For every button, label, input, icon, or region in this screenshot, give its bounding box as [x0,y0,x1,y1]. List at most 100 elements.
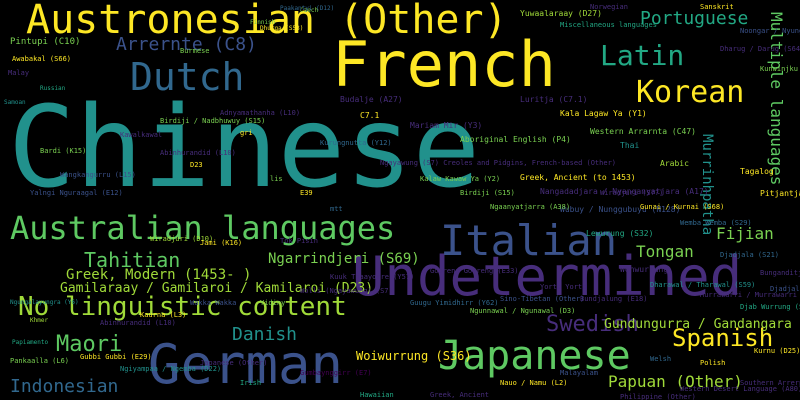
word-danish: Danish [232,324,298,345]
word-french: French [332,28,556,101]
word-nauo-namu-l2: Nauo / Namu (L2) [500,379,568,387]
word-guugu-yimidhirr-y62: Guugu Yimidhirr (Y62) [410,299,499,307]
word-jami-k16: Jami (K16) [200,239,243,247]
word-kurungnutta-y12: Kurungnutta (Y12) [320,139,392,147]
word-wiradjuri-d10: Wiradjuri (D10) [150,235,214,243]
word-nangadadjara-nyanganyatjara-a17: Nangadadjara / Nyanganyatjara (A17) [540,187,709,196]
word-kurnu-d25: Kurnu (D25) [754,347,800,355]
word-no-linguistic-content: No linguistic content [18,292,347,322]
word-abinhurandid-l10: Abinhurandid (L10) [160,149,236,157]
word-wangkangurru-l15: Wangkangurru (L15) [60,171,136,179]
word-philippine-other: Philippine (Other) [620,393,696,400]
word-undetermined: Undetermined [352,245,743,308]
word-czech: Czech [300,7,319,14]
word-lewurung-s32: Lewurung (S32) [586,229,654,238]
word-papiamento: Papiamento [12,339,49,346]
word-miscellaneous-languages: Miscellaneous languages [560,21,657,29]
word-papuan-other: Papuan (Other) [608,372,743,391]
word-maori: Maori [56,332,123,357]
word-mtt: mtt [330,205,343,213]
word-western-arrarnta-c47: Western Arrarnta (C47) [590,127,696,136]
word-murrawarri-murrawarri-d2: Murrawarri / Murrawarri (D2) [700,291,800,299]
word-abinhurandid-l10: Abinhurandid (L10) [100,319,176,327]
word-thai: Thai [620,141,640,150]
word-italian: Italian [440,216,618,265]
word-dharawal-tharawal-s59: Dharawal / Tharawal (S59) [650,281,756,289]
word-pitjantjatjara-c6: Pitjantjatjara (C6) [760,189,800,198]
word-swedish: Swedish [546,312,639,337]
word-burmese: Burmese [180,47,210,55]
word-bunganditj-s13: Bunganditj (S13) [760,269,800,277]
word-wonwurrung: Wonwurrung [620,265,669,274]
word-gundungurra-gandangara-s60: Gundungurra / Gandangara (S60) [604,317,800,332]
word-ngayawung-s7-creoles-and-pidgins-french-based-other: Ngayawung (S7) Creoles and Pidgins, Fren… [380,159,617,167]
word-chinese: Chinese [8,83,481,213]
word-tagalog: Tagalog [740,167,774,176]
word-yidiny: Yidiny [260,299,286,307]
word-kawalkawal: Kawalkawal [120,131,163,139]
word-ngaanyatjarra-a38: Ngaanyatjarra (A38) [490,203,571,211]
word-kunwinjku-n65: Kunwinjku (N65) [760,65,800,73]
word-welsh: Welsh [650,355,672,363]
word-hawaiian: Hawaiian [360,391,394,399]
word-irish: Irish [240,379,262,387]
word-arabic: Arabic [660,159,689,168]
word-lis: lis [270,175,283,183]
word-kuuk-thaayorre-y57: Kuuk Thaayorre (Y57) [330,273,415,281]
word-austronesian-other: Austronesian (Other) [26,0,508,43]
word-german: German [148,333,344,396]
word-malayalam: Malayalam [560,369,598,377]
word-indonesian: Indonesian [10,376,119,397]
word-adnyamathanha-l10: Adnyamathanha (L10) [220,109,301,117]
word-murrinhpatha: Murrinhpatha [699,134,715,236]
word-yuwaalaraay-d27: Yuwaalaraay (D27) [520,9,602,18]
word-western-desert-language-a80: Western Desert Language (A80) [680,385,800,393]
word-gamilaraay-gamilaroi-kamilaroi-d23: Gamilaraay / Gamilaroi / Kamilaroi (D23) [60,281,374,296]
word-portuguese: Portuguese [640,8,749,29]
word-kaurna-l3: Kaurna (L3) [140,311,187,319]
word-dhurga-s53: Dhurga (S53) [260,25,304,32]
word-yalngi-nguraagal-e12: Yalngi Nguraagal (E12) [30,189,123,197]
word-djadjala-s21: Djadjala (S21) [720,251,780,259]
word-budalje-a27: Budalje (A27) [340,95,403,104]
word-c7-1: C7.1 [360,111,380,120]
word-tahitian: Tahitian [84,248,181,272]
word-tongan: Tongan [636,242,694,261]
word-finnish: Finnish [250,19,276,26]
word-malay: Malay [8,69,30,77]
word-fijian: Fijian [716,224,774,243]
word-woiwurrung-s36: Woiwurrung (S36) [356,349,472,363]
word-d23: D23 [190,161,203,169]
word-arrernte-c8: Arrernte (C8) [116,34,257,55]
word-southern-arrernte-c4: Southern Arrernte (C4) [740,379,800,387]
word-ngungalayungra-y6: Ngungalayungra (Y6) [10,299,79,306]
word-gubbi-gubbi-e29: Gubbi Gubbi (E29) [80,353,152,361]
word-greek-ancient-to-1453: Greek, Ancient (to 1453) [520,173,636,182]
word-wiradjuri-s: Wiradjuri (S??) [600,189,664,197]
word-yorta-yorta: Yorta Yorta [540,283,587,291]
word-mariam-mir-y3: Mariam Mir (Y3) [410,121,483,130]
word-bundjalung-e18: Bundjalung (E18) [580,295,648,303]
word-gri: gri [240,129,253,137]
word-samoan: Samoan [4,99,26,106]
word-djadjala: Djadjala [770,285,800,293]
word-noongar-nyungar-w41: Noongar / Nyungar (W41) [740,27,800,35]
word-multiple-languages: Multiple languages [767,12,786,186]
word-sino-tibetan-other: Sino-Tibetan (Other) [500,295,585,303]
word-wubuy-nunggubuyu-n128: Wubuy / Nunggubuyu (N128) [560,205,681,214]
word-ngunnawal-ngunawal-d3: Ngunnawal / Ngunawal (D3) [470,307,576,315]
word-russian: Russian [40,85,66,92]
word-wemba-wemba-s29: Wemba Wemba (S29) [680,219,752,227]
word-bardi-k15: Bardi (K15) [40,147,87,155]
word-greek-modern-1453: Greek, Modern (1453- ) [66,267,252,283]
word-sanskrit: Sanskrit [700,3,734,11]
word-polish: Polish [700,359,726,367]
word-kalaw-kawaw-ya-y2: Kalaw Kawaw Ya (Y2) [420,175,501,183]
word-kala-lagaw-ya-y1: Kala Lagaw Ya (Y1) [560,109,647,118]
word-birdiji-nadbhuwuy-s15: Birdiji / Nadbhuwuy (S15) [160,117,266,125]
word-khmer: Khmer [30,317,49,324]
word-pankaalla-l6: Pankaalla (L6) [10,357,70,365]
word-latin: Latin [600,39,685,72]
word-gumbaynggirr-e7: Gumbaynggirr (E7) [300,369,372,377]
